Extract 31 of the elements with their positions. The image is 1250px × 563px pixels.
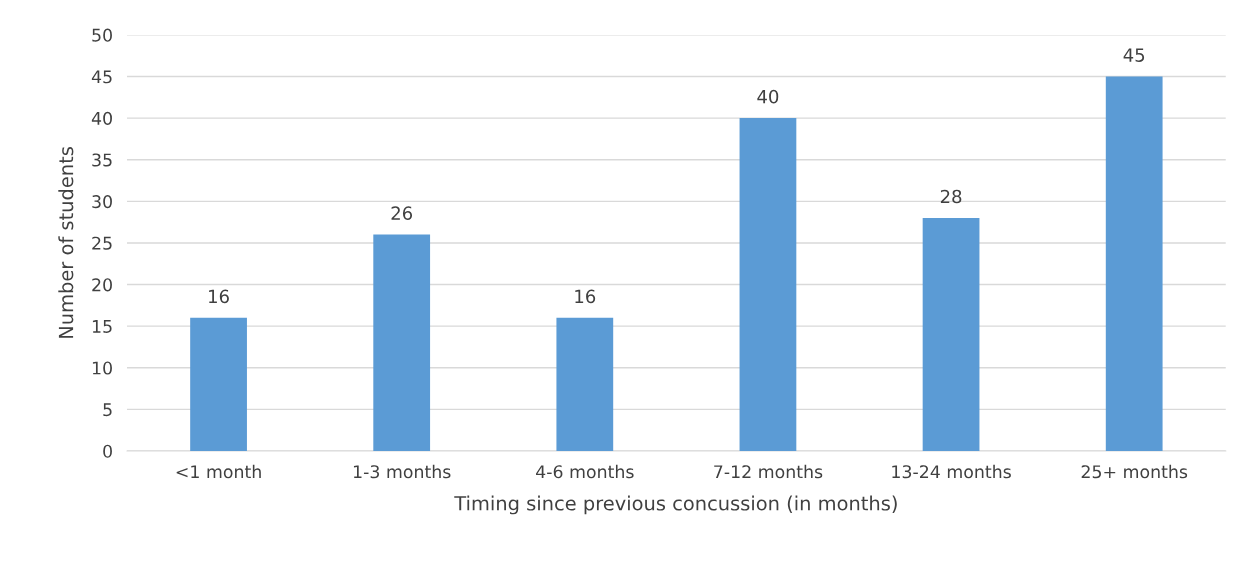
y-tick-label: 10	[92, 361, 112, 375]
bar	[556, 317, 614, 451]
x-tick-label: <1 month	[176, 464, 261, 479]
bar	[1105, 76, 1163, 451]
y-tick-label: 45	[91, 70, 112, 84]
y-tick-label: 0	[103, 444, 112, 458]
x-tick-label: 1-3 months	[353, 464, 451, 479]
data-label: 26	[391, 206, 413, 220]
y-tick-label: 35	[92, 153, 112, 167]
x-axis-title: Timing since previous concussion (in months)	[454, 495, 897, 515]
data-label: 40	[757, 89, 779, 104]
bar	[922, 217, 980, 451]
data-label: 28	[940, 189, 962, 204]
y-tick-label: 30	[92, 195, 112, 209]
y-tick-label: 25	[92, 236, 112, 250]
y-tick-label: 50	[92, 28, 112, 42]
x-tick-label: 4-6 months	[536, 464, 634, 479]
y-axis-title: Number of students	[58, 147, 74, 338]
y-tick-label: 5	[103, 403, 112, 417]
x-tick-label: 25+ months	[1081, 464, 1188, 479]
x-tick-label: 13-24 months	[892, 464, 1011, 479]
y-tick-label: 15	[92, 320, 112, 333]
data-label: 45	[1123, 48, 1145, 62]
bar	[373, 234, 431, 451]
data-label: 16	[575, 289, 596, 304]
bar	[190, 317, 247, 451]
data-label: 16	[209, 289, 229, 304]
bar	[739, 118, 797, 451]
y-tick-label: 40	[91, 111, 112, 125]
x-tick-label: 7-12 months	[714, 464, 823, 479]
y-tick-label: 20	[92, 278, 112, 292]
